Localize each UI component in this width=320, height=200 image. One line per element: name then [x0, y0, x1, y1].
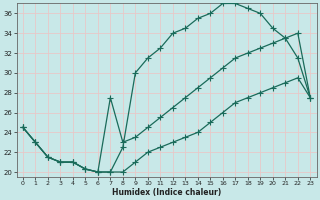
X-axis label: Humidex (Indice chaleur): Humidex (Indice chaleur)	[112, 188, 221, 197]
